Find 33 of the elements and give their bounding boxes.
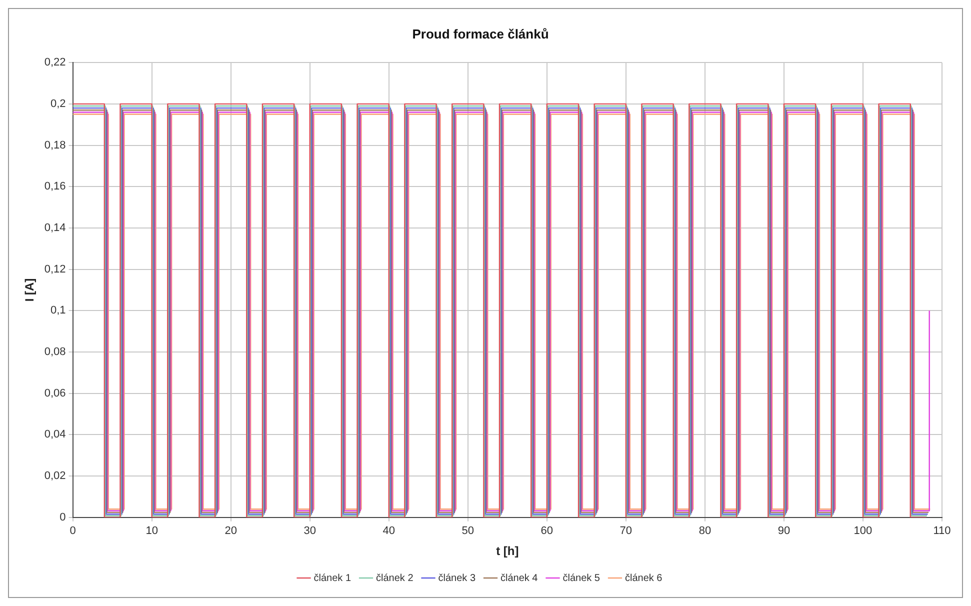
y-tick-label: 0,16: [44, 180, 66, 193]
x-tick-label: 100: [854, 525, 872, 538]
y-axis-title: I [A]: [22, 278, 37, 302]
y-tick-label: 0,14: [44, 222, 66, 234]
x-tick-label: 10: [146, 525, 158, 538]
y-tick-label: 0,08: [44, 346, 66, 358]
y-tick-label: 0,1: [50, 304, 66, 317]
x-tick-label: 60: [540, 525, 554, 538]
legend-label: článek 3: [438, 572, 476, 584]
y-tick-label: 0,12: [44, 263, 66, 276]
legend-label: článek 4: [500, 572, 538, 584]
y-tick-label: 0: [60, 511, 66, 524]
x-tick-label: 110: [933, 525, 951, 538]
x-tick-label: 30: [304, 525, 316, 538]
y-tick-label: 0,18: [44, 139, 66, 152]
y-tick-label: 0,22: [44, 56, 66, 69]
legend-label: článek 1: [314, 572, 352, 584]
x-tick-label: 40: [382, 525, 396, 538]
y-tick-label: 0,06: [44, 387, 66, 400]
x-tick-label: 90: [778, 525, 790, 538]
legend-label: článek 2: [376, 572, 414, 584]
x-tick-label: 80: [698, 525, 712, 538]
y-tick-label: 0,02: [44, 470, 66, 482]
legend-label: článek 6: [624, 572, 663, 584]
x-tick-label: 70: [620, 525, 632, 538]
legend-label: článek 5: [562, 572, 600, 584]
x-tick-label: 50: [462, 525, 474, 538]
x-axis-title: t [h]: [496, 544, 519, 558]
y-tick-label: 0,04: [44, 428, 66, 441]
x-tick-label: 0: [70, 525, 76, 538]
y-tick-label: 0,2: [50, 98, 66, 110]
chart-title: Proud formace článků: [412, 26, 549, 42]
x-tick-label: 20: [224, 525, 237, 538]
